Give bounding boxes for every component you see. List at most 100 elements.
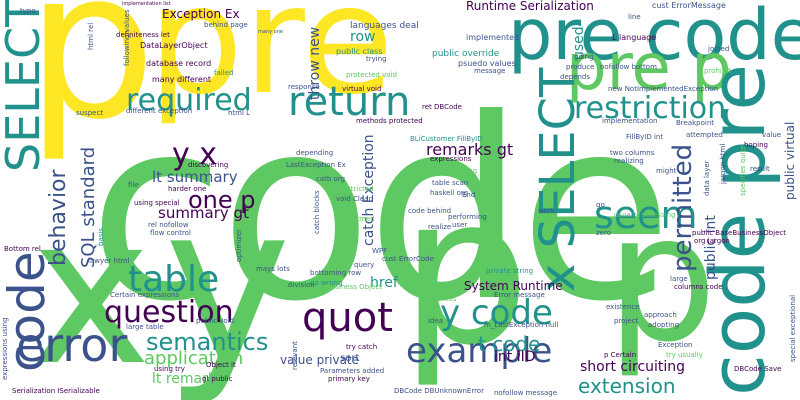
- word-public-override: public override: [432, 49, 500, 59]
- word-question: question: [104, 295, 234, 330]
- word-wpf: WPF: [372, 247, 388, 255]
- word-object-it: Object it: [206, 361, 236, 369]
- word-using-special: using special: [134, 199, 180, 207]
- word-nofollow-bottom: nofollow bottom: [600, 63, 657, 71]
- word-suspect: suspect: [76, 109, 104, 117]
- word-something: something: [440, 167, 478, 175]
- word-file: file: [128, 181, 139, 189]
- word-business-object: Business Object: [326, 283, 382, 291]
- word-large: large: [670, 275, 688, 283]
- word-gt-public: gt public: [202, 375, 233, 383]
- word-many-one: many one: [258, 29, 283, 35]
- word-pre-code-top: pre code: [508, 0, 800, 76]
- word-user: user: [452, 221, 468, 229]
- word-permitted: permitted: [668, 143, 698, 272]
- word-methods-protected: methods protected: [356, 117, 423, 125]
- word-produce: produce: [566, 63, 595, 71]
- word-certain-expressions: Certain expressions: [110, 291, 180, 299]
- word-lt-remarks: lt remarks: [152, 371, 224, 387]
- word-table-scan: table scan: [432, 179, 469, 187]
- word-y-code: y code: [440, 293, 553, 333]
- word-implemented: implemented: [466, 33, 520, 42]
- word-prohibit: prohibit: [704, 67, 731, 75]
- word-psuedo-values: psuedo values: [458, 59, 516, 68]
- word-public-basebusiness: public BaseBusinessObject: [692, 229, 786, 237]
- word-might: might: [656, 167, 677, 175]
- word-required: required: [126, 83, 252, 118]
- word-adopting: adopting: [648, 321, 680, 329]
- word-behavior: behavior: [46, 169, 71, 266]
- word-hoping: hoping: [744, 141, 768, 149]
- word-attempted: attempted: [686, 131, 723, 139]
- word-behind-page: behind page: [204, 21, 248, 29]
- word-exception: Exception: [658, 341, 693, 349]
- word-realizing: realizing: [614, 157, 644, 165]
- word-value-private: value private: [280, 353, 360, 367]
- word-x-big: x: [30, 173, 152, 400]
- word-public-int: public int: [703, 215, 719, 280]
- word-nofollow-message: nofollow message: [494, 389, 558, 397]
- word-depending: depending: [296, 149, 334, 157]
- word-basis: basis: [97, 228, 105, 246]
- word-private-string: private string: [486, 267, 534, 275]
- word-bottoming-row: bottoming row: [310, 269, 362, 277]
- word-lt-summary: lt summary: [152, 168, 238, 186]
- word-int-iid: int iID: [494, 349, 536, 365]
- word-languages-deal: languages deal: [350, 21, 419, 31]
- word-pre-yellow: pre: [148, 0, 394, 128]
- word-serialization-iserializable: Serialization ISerializable: [12, 387, 100, 395]
- word-t-language: L language: [612, 33, 657, 42]
- word-expressions-using: expressions using: [1, 317, 9, 380]
- word-new-notimplemented: new NotImplementedException: [608, 85, 719, 93]
- word-project: project: [614, 317, 639, 325]
- word-sql-standard: SQL standard: [78, 146, 99, 268]
- word-lastexception-ex: LastException Ex: [286, 161, 346, 169]
- word-failed: failed: [214, 69, 234, 77]
- word-example: example: [406, 331, 553, 371]
- word-usually-accessing: usually accessing: [614, 211, 676, 219]
- word-select-left: SELECT: [0, 0, 50, 172]
- word-seem: seem: [594, 193, 698, 237]
- word-message: message: [474, 67, 506, 75]
- word-org-jargon: org jargon: [694, 237, 730, 245]
- word-jargon-html: jargon html: [719, 143, 727, 184]
- word-two-columns: two columns: [610, 149, 655, 157]
- word-catb-org: catb org: [316, 175, 346, 183]
- word-y-x: y x: [172, 137, 218, 172]
- word-href: href: [370, 275, 398, 291]
- word-html-l: html L: [228, 109, 251, 117]
- word-query: query: [354, 261, 375, 269]
- word-dbcode: DBCode DBUnknownError: [394, 387, 484, 395]
- word-extension: extension: [578, 374, 676, 398]
- word-cust-errorcode: cust ErrorCode: [382, 255, 434, 263]
- word-p-yellow: p: [26, 0, 157, 165]
- word-zero: zero: [596, 229, 611, 237]
- word-t-code: t code: [478, 332, 541, 356]
- word-realize: realize: [428, 223, 452, 231]
- word-row: row: [350, 29, 376, 45]
- word-error: error: [16, 318, 128, 372]
- word-public-virtual: public virtual: [783, 121, 797, 200]
- word-code-behind: code behind: [408, 207, 452, 215]
- word-different-exception: different exception: [126, 107, 193, 115]
- word-discovering: discovering: [188, 161, 229, 169]
- word-following-values: following values: [123, 9, 131, 66]
- word-harder-one: harder one: [168, 185, 207, 193]
- word-parameters-added: Parameters added: [320, 367, 385, 375]
- word-depends: depends: [560, 73, 591, 81]
- word-try-usually: try usually: [666, 351, 703, 359]
- word-line: line: [628, 13, 641, 21]
- word-go: go: [596, 201, 605, 209]
- word-error-message: Error message: [494, 291, 545, 299]
- word-fillbyid-int: FillByID int: [626, 133, 664, 141]
- word-p-right: p: [606, 178, 718, 381]
- word-dbcode-save: DBCode Save: [734, 365, 782, 373]
- word-existence: existence: [606, 303, 640, 311]
- word-data-layer: data layer: [703, 160, 711, 196]
- word-optimizer: optimizer: [235, 228, 243, 262]
- word-approach: approach: [644, 311, 677, 319]
- word-specifies-quite: specifies quite: [739, 145, 747, 196]
- word-y-big: y: [164, 158, 292, 400]
- word-public-void: public void: [196, 317, 235, 325]
- word-cust-errormessage: cust ErrorMessage: [652, 1, 726, 10]
